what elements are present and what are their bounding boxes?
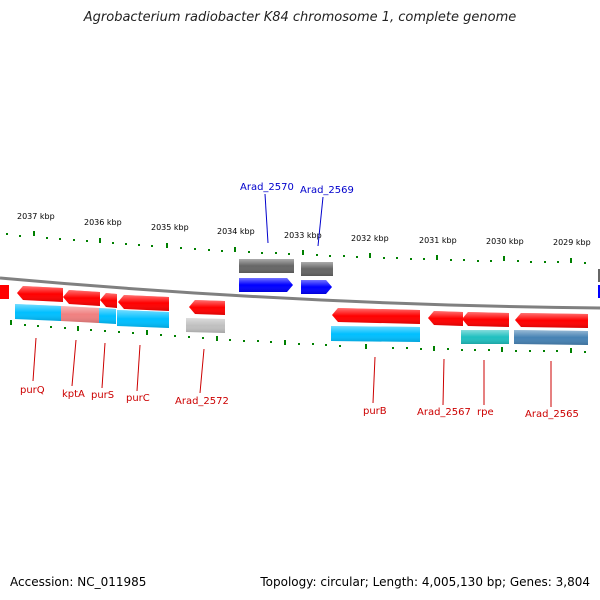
chromosome-backbone [0, 276, 600, 310]
scale-label: 2035 kbp [151, 223, 189, 232]
scale-labels: 2037 kbp 2036 kbp 2035 kbp 2034 kbp 2033… [17, 212, 591, 247]
gene-label[interactable]: Arad_2572 [175, 396, 229, 407]
gene-label[interactable]: rpe [477, 407, 494, 418]
reverse-strand [0, 285, 588, 328]
genome-summary-text: Topology: circular; Length: 4,005,130 bp… [260, 575, 590, 589]
gene-label[interactable]: kptA [62, 389, 85, 400]
gene-label[interactable]: Arad_2569 [300, 185, 354, 196]
scale-label: 2032 kbp [351, 234, 389, 243]
upper-tick-track [6, 231, 586, 264]
gene-label[interactable]: purB [363, 406, 387, 417]
scale-label: 2037 kbp [17, 212, 55, 221]
lower-tick-track [10, 320, 586, 353]
gene-label[interactable]: purS [91, 390, 114, 401]
gene-label[interactable]: Arad_2567 [417, 407, 471, 418]
scale-label: 2031 kbp [419, 236, 457, 245]
reverse-products [15, 304, 588, 345]
scale-label: 2033 kbp [284, 231, 322, 240]
reverse-gene-arrow[interactable] [0, 285, 9, 299]
scale-label: 2034 kbp [217, 227, 255, 236]
scale-label: 2029 kbp [553, 238, 591, 247]
accession-text: Accession: NC_011985 [10, 575, 147, 589]
label-leader-lines [32, 193, 552, 407]
forward-strand [239, 259, 600, 298]
scale-label: 2030 kbp [486, 237, 524, 246]
gene-label[interactable]: purC [126, 393, 150, 404]
map-title: Agrobacterium radiobacter K84 chromosome… [83, 10, 517, 25]
gene-label[interactable]: Arad_2565 [525, 409, 579, 420]
gene-label[interactable]: Arad_2570 [240, 182, 294, 193]
gene-label[interactable]: purQ [20, 385, 45, 396]
scale-label: 2036 kbp [84, 218, 122, 227]
gene-labels: Arad_2570 Arad_2569 purQ kptA purS purC … [20, 182, 579, 420]
